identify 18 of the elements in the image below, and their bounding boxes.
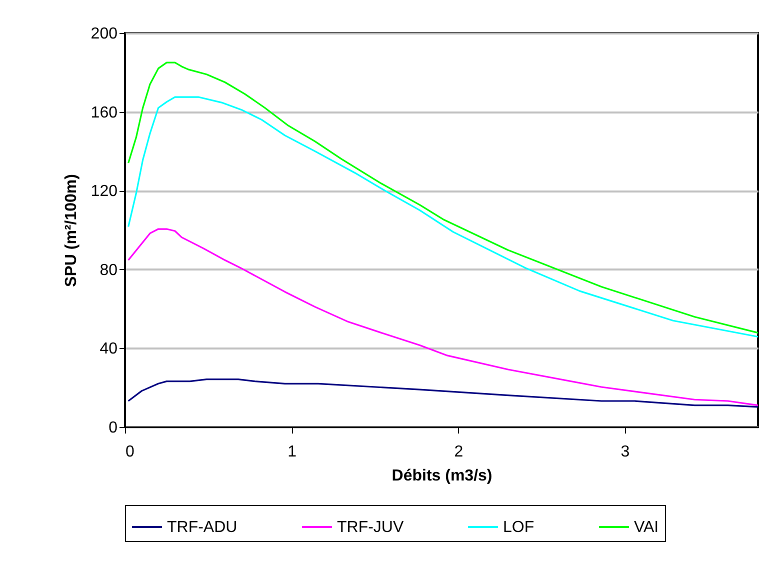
x-tick-label: 1 bbox=[288, 444, 297, 460]
legend-label: VAI bbox=[634, 519, 659, 536]
y-tick-label: 160 bbox=[90, 104, 118, 122]
y-tick-label: 0 bbox=[108, 420, 118, 436]
y-tick-label: 120 bbox=[90, 183, 118, 200]
x-tick-label: 3 bbox=[620, 444, 630, 460]
x-tick-label: 2 bbox=[454, 444, 464, 460]
line-series bbox=[128, 228, 759, 406]
x-axis-title: Débits (m3/s) bbox=[392, 468, 492, 484]
line-series bbox=[128, 378, 759, 408]
legend-label: TRF-ADU bbox=[167, 519, 238, 536]
x-tick-label: 0 bbox=[126, 444, 134, 460]
y-tick-label: 200 bbox=[90, 26, 118, 42]
y-axis-title: SPU (m²/100m) bbox=[62, 174, 80, 287]
legend-label: LOF bbox=[503, 519, 534, 536]
y-tick-label: 40 bbox=[100, 340, 118, 358]
legend-label: TRF-JUV bbox=[337, 519, 404, 536]
y-tick-label: 80 bbox=[100, 262, 118, 279]
